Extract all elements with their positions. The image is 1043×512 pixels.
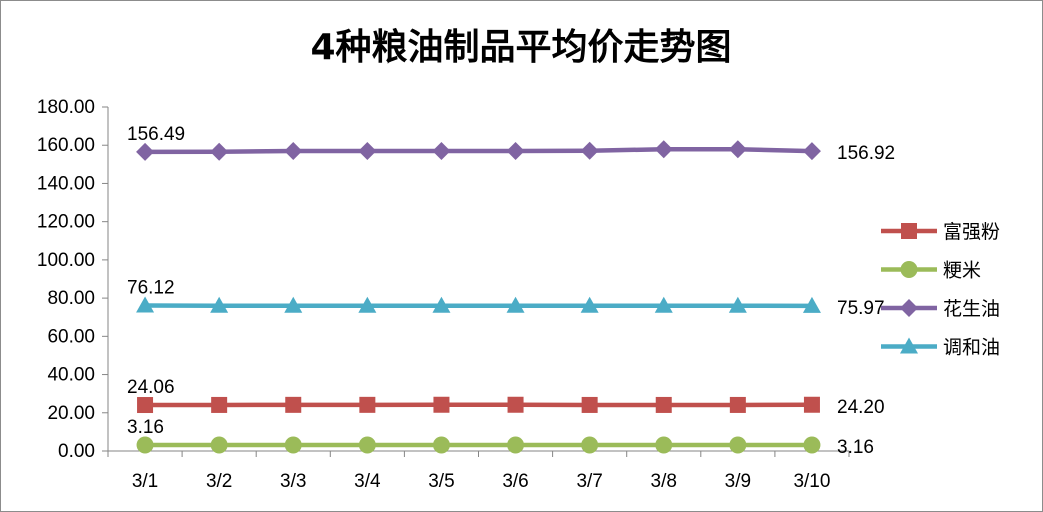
- data-point: [433, 396, 450, 413]
- legend-label: 粳米: [943, 260, 981, 282]
- series-line: [145, 146, 813, 155]
- y-tick-label: 140.00: [37, 173, 95, 194]
- series-3: [136, 296, 821, 313]
- data-point: [507, 396, 524, 413]
- data-point: [432, 436, 450, 454]
- y-tick-label: 20.00: [47, 403, 95, 424]
- data-label-last: 3.16: [837, 437, 874, 458]
- legend-label: 调和油: [943, 337, 1000, 359]
- data-point: [432, 296, 451, 313]
- data-point: [729, 396, 746, 413]
- data-point: [432, 141, 451, 160]
- x-tick-label: 3/6: [502, 471, 528, 492]
- legend-item: 粳米: [881, 260, 981, 282]
- data-point: [580, 141, 599, 160]
- data-point: [581, 396, 598, 413]
- data-point: [581, 436, 599, 454]
- data-point: [803, 396, 820, 413]
- legend-item: 富强粉: [881, 221, 1000, 243]
- data-point: [802, 296, 821, 313]
- data-point: [506, 141, 525, 160]
- data-point: [136, 436, 154, 454]
- data-point: [580, 296, 599, 313]
- y-tick-label: 120.00: [37, 212, 95, 233]
- data-point: [358, 141, 377, 160]
- data-point: [655, 436, 673, 454]
- data-point: [210, 436, 228, 454]
- x-tick-label: 3/8: [651, 471, 677, 492]
- data-point: [728, 140, 747, 159]
- series-0: [137, 396, 820, 414]
- y-tick-label: 40.00: [47, 365, 95, 386]
- data-point: [803, 436, 821, 454]
- legend-item: 花生油: [881, 298, 1000, 320]
- legend-marker: [901, 223, 917, 239]
- series-layer: [136, 140, 821, 454]
- axes: 0.00 20.00 40.00 60.00 80.00 100.00 120.00 140.…: [37, 97, 850, 492]
- data-point: [359, 396, 376, 413]
- data-point: [507, 436, 525, 454]
- x-tick-label: 3/3: [280, 471, 306, 492]
- legend-label: 花生油: [943, 298, 1000, 320]
- data-point: [136, 142, 155, 161]
- data-point: [211, 396, 228, 413]
- y-tick-label: 100.00: [37, 250, 95, 271]
- data-point: [728, 296, 747, 313]
- data-point: [284, 296, 303, 313]
- x-tick-label: 3/4: [354, 471, 381, 492]
- data-point: [802, 142, 821, 161]
- data-label-last: 24.20: [837, 397, 885, 418]
- data-point: [358, 436, 376, 454]
- data-point: [729, 436, 747, 454]
- data-point: [284, 436, 302, 454]
- y-tick-label: 160.00: [37, 135, 95, 156]
- data-point: [210, 296, 229, 313]
- data-label-last: 156.92: [837, 143, 895, 164]
- x-tick-label: 3/7: [576, 471, 602, 492]
- data-point: [285, 396, 302, 413]
- data-point: [655, 396, 672, 413]
- x-tick-label: 3/10: [793, 471, 830, 492]
- data-labels: 24.06 24.20 3.16 3.16 156.49 156.92 76.12 75.97: [127, 124, 895, 458]
- y-tick-label: 0.00: [58, 441, 95, 462]
- series-2: [136, 140, 821, 161]
- data-point: [654, 296, 673, 313]
- chart-title: 4种粮油制品平均价走势图: [310, 27, 731, 68]
- data-label-first: 24.06: [127, 377, 175, 398]
- data-point: [506, 296, 525, 313]
- x-tick-label: 3/1: [132, 471, 158, 492]
- legend-marker: [900, 299, 918, 317]
- data-point: [654, 140, 673, 159]
- data-point: [137, 397, 154, 414]
- y-tick-label: 60.00: [47, 326, 95, 347]
- x-tick-label: 3/9: [725, 471, 751, 492]
- legend-item: 调和油: [881, 337, 1000, 359]
- data-label-first: 3.16: [127, 417, 164, 438]
- legend-label: 富强粉: [943, 221, 1000, 243]
- x-tick-label: 3/2: [206, 471, 232, 492]
- series-1: [136, 436, 821, 454]
- data-label-first: 156.49: [127, 124, 185, 145]
- data-point: [358, 296, 377, 313]
- legend-marker: [900, 261, 918, 278]
- data-label-first: 76.12: [127, 278, 175, 299]
- x-tick-label: 3/5: [428, 471, 454, 492]
- data-point: [284, 141, 303, 160]
- data-point: [136, 296, 155, 313]
- data-label-last: 75.97: [837, 298, 885, 319]
- data-point: [210, 142, 229, 161]
- y-tick-label: 80.00: [47, 288, 95, 309]
- y-tick-label: 180.00: [37, 97, 95, 118]
- legend-marker: [900, 337, 918, 354]
